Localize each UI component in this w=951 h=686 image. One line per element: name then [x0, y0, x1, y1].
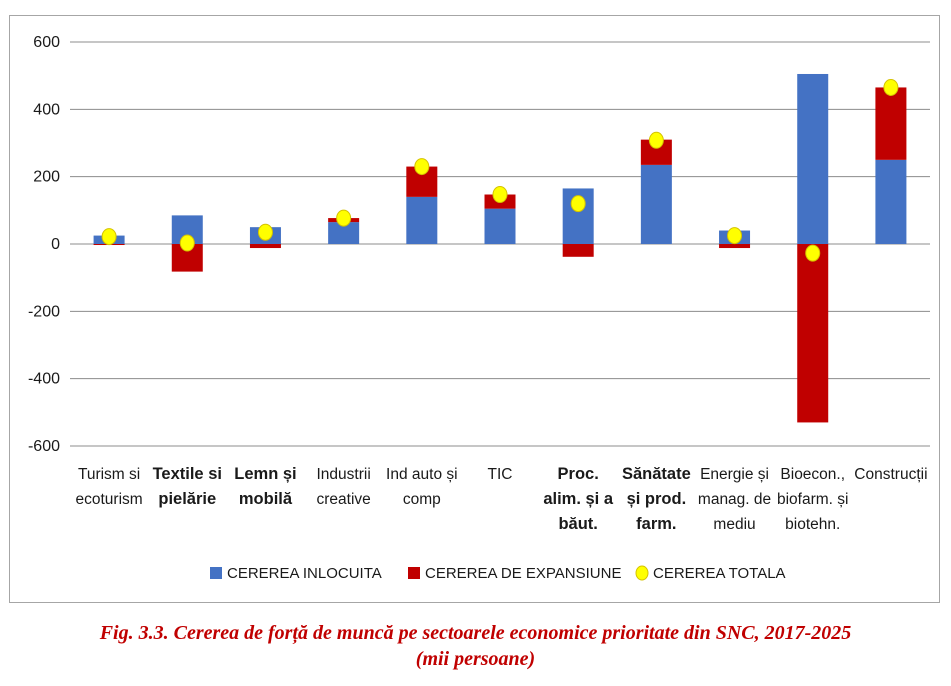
category-label: Proc.: [558, 465, 599, 483]
bar-inlocuita: [484, 208, 516, 244]
category-label: comp: [403, 491, 441, 508]
chart-frame: 600 400 200 0 -200 -400 -600 Turism si ecoturism…: [9, 15, 940, 603]
figure-caption: Fig. 3.3. Cererea de forță de muncă pe s…: [0, 620, 951, 672]
marker-totala: [883, 78, 899, 96]
caption-line-1: Fig. 3.3. Cererea de forță de muncă pe s…: [99, 622, 852, 644]
category-label: Lemn și: [234, 465, 296, 483]
marker-totala: [648, 131, 664, 149]
category-label: băut.: [558, 515, 597, 533]
bar-expansiune: [562, 244, 594, 257]
chart-plot: 600 400 200 0 -200 -400 -600 Turism si ecoturism…: [28, 34, 930, 582]
category-label: TIC: [488, 466, 513, 483]
category-label: mobilă: [239, 490, 293, 508]
bar-inlocuita: [640, 164, 672, 244]
bar-expansiune: [249, 244, 281, 249]
category-label: creative: [316, 491, 370, 508]
y-tick-label: 400: [33, 101, 60, 118]
legend-label: CEREREA TOTALA: [653, 565, 786, 582]
legend-swatch-expansiune: [408, 567, 420, 579]
category-label: Bioecon.,: [780, 466, 845, 483]
category-label: și prod.: [627, 490, 687, 508]
y-tick-label: 600: [33, 34, 60, 51]
bar-inlocuita: [406, 196, 438, 244]
y-tick-label: 0: [51, 236, 60, 253]
y-tick-label: -400: [28, 371, 60, 388]
bar-inlocuita: [875, 159, 907, 244]
marker-totala: [492, 186, 508, 204]
bar-inlocuita: [328, 222, 360, 244]
marker-totala: [570, 195, 586, 213]
marker-totala: [179, 234, 195, 252]
category-label: manag. de: [698, 491, 771, 508]
category-label: Energie și: [700, 466, 769, 483]
y-tick-label: -200: [28, 303, 60, 320]
marker-totala: [805, 244, 821, 262]
category-label: biotehn.: [785, 516, 840, 533]
category-label: mediu: [713, 516, 755, 533]
category-label: Textile si: [153, 465, 222, 483]
legend-swatch-inlocuita: [210, 567, 222, 579]
category-label: Construcții: [854, 466, 927, 483]
category-label: ecoturism: [75, 491, 142, 508]
legend-label: CEREREA INLOCUITA: [227, 565, 382, 582]
category-label: alim. și a: [543, 490, 614, 508]
bar-expansiune: [875, 87, 907, 160]
category-label: Sănătate: [622, 465, 691, 483]
category-label: Turism si: [78, 466, 140, 483]
category-label: Industrii: [316, 466, 370, 483]
legend-label: CEREREA DE EXPANSIUNE: [425, 565, 621, 582]
category-label: farm.: [636, 515, 676, 533]
category-label: pielărie: [158, 490, 216, 508]
marker-totala: [257, 223, 273, 241]
y-tick-label: 200: [33, 169, 60, 186]
bar-expansiune: [719, 244, 751, 249]
bar-inlocuita: [797, 73, 829, 244]
caption-line-2: (mii persoane): [415, 648, 536, 670]
bar-expansiune: [797, 244, 829, 423]
category-label: Ind auto și: [386, 466, 458, 483]
marker-totala: [336, 209, 352, 227]
category-label: biofarm. și: [777, 491, 849, 508]
legend-marker-totala: [635, 565, 649, 581]
marker-totala: [101, 228, 117, 246]
marker-totala: [727, 227, 743, 245]
y-tick-label: -600: [28, 438, 60, 455]
marker-totala: [414, 158, 430, 176]
